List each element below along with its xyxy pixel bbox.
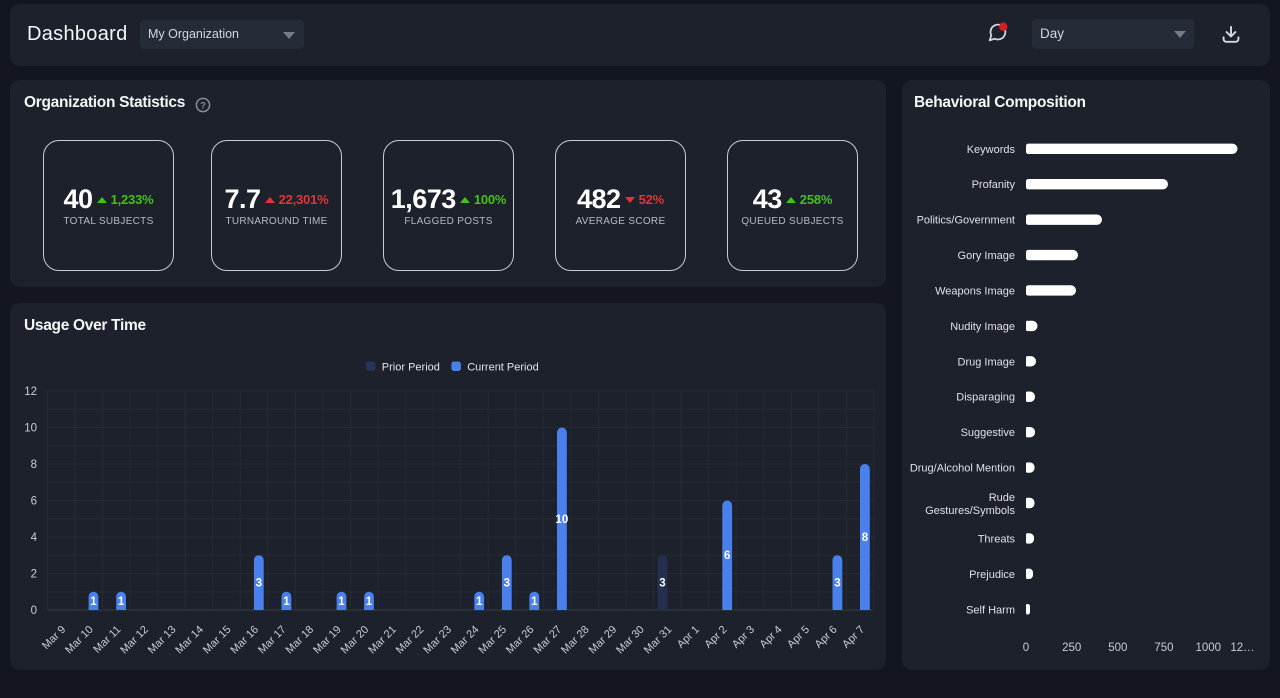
svg-text:Threats: Threats xyxy=(978,533,1016,545)
svg-text:Mar 12: Mar 12 xyxy=(118,624,151,657)
svg-text:Prior Period: Prior Period xyxy=(382,362,440,374)
svg-text:Mar 27: Mar 27 xyxy=(532,624,565,657)
svg-text:1: 1 xyxy=(90,596,97,608)
svg-text:12: 12 xyxy=(24,386,37,398)
svg-text:Mar 15: Mar 15 xyxy=(201,624,234,657)
svg-text:Current Period: Current Period xyxy=(467,362,539,374)
svg-text:Keywords: Keywords xyxy=(967,144,1016,156)
svg-text:Mar 20: Mar 20 xyxy=(339,624,372,657)
svg-text:Apr 3: Apr 3 xyxy=(730,624,757,651)
svg-text:3: 3 xyxy=(659,578,665,590)
svg-text:Mar 21: Mar 21 xyxy=(366,624,399,657)
svg-text:Mar 25: Mar 25 xyxy=(476,624,509,657)
svg-text:Apr 4: Apr 4 xyxy=(758,624,785,651)
svg-text:Mar 10: Mar 10 xyxy=(63,624,96,657)
svg-text:Mar 23: Mar 23 xyxy=(421,624,454,657)
svg-text:3: 3 xyxy=(834,578,840,590)
svg-text:Mar 19: Mar 19 xyxy=(311,624,344,657)
svg-text:Gestures/Symbols: Gestures/Symbols xyxy=(925,505,1015,517)
svg-text:750: 750 xyxy=(1154,642,1173,654)
svg-text:Gory Image: Gory Image xyxy=(958,250,1015,262)
svg-text:Mar 31: Mar 31 xyxy=(642,624,675,657)
svg-text:Prejudice: Prejudice xyxy=(969,569,1015,581)
svg-text:Drug Image: Drug Image xyxy=(958,356,1015,368)
svg-text:Politics/Government: Politics/Government xyxy=(917,215,1015,227)
svg-text:2: 2 xyxy=(31,569,37,581)
svg-text:6: 6 xyxy=(31,496,37,508)
svg-text:Mar 11: Mar 11 xyxy=(91,624,123,656)
svg-text:8: 8 xyxy=(862,532,869,544)
svg-text:Mar 30: Mar 30 xyxy=(614,624,647,657)
svg-text:Apr 7: Apr 7 xyxy=(840,624,867,651)
svg-text:Mar 22: Mar 22 xyxy=(394,624,427,657)
svg-text:Mar 14: Mar 14 xyxy=(173,624,206,657)
svg-text:Mar 16: Mar 16 xyxy=(228,624,261,657)
svg-text:Mar 24: Mar 24 xyxy=(449,624,482,657)
svg-text:1000: 1000 xyxy=(1196,642,1222,654)
svg-text:Drug/Alcohol Mention: Drug/Alcohol Mention xyxy=(910,463,1015,475)
svg-text:Weapons Image: Weapons Image xyxy=(935,286,1015,298)
svg-text:?: ? xyxy=(200,100,206,111)
svg-text:1: 1 xyxy=(283,596,290,608)
svg-text:1: 1 xyxy=(476,596,483,608)
svg-text:250: 250 xyxy=(1062,642,1081,654)
svg-text:Mar 18: Mar 18 xyxy=(284,624,317,657)
svg-text:Mar 28: Mar 28 xyxy=(559,624,592,657)
svg-text:0: 0 xyxy=(31,605,37,617)
svg-text:1: 1 xyxy=(366,596,373,608)
svg-text:Mar 17: Mar 17 xyxy=(256,624,289,657)
svg-text:4: 4 xyxy=(31,532,38,544)
svg-text:1: 1 xyxy=(531,596,538,608)
svg-text:Mar 26: Mar 26 xyxy=(504,624,537,657)
svg-text:8: 8 xyxy=(31,459,37,471)
svg-text:Disparaging: Disparaging xyxy=(956,392,1015,404)
svg-text:Self Harm: Self Harm xyxy=(966,604,1015,616)
svg-text:Rude: Rude xyxy=(989,492,1015,504)
svg-text:10: 10 xyxy=(24,423,37,435)
svg-text:Mar 13: Mar 13 xyxy=(146,624,179,657)
svg-text:1: 1 xyxy=(118,596,125,608)
svg-text:Apr 1: Apr 1 xyxy=(675,624,702,651)
svg-text:Apr 6: Apr 6 xyxy=(813,624,840,651)
svg-text:6: 6 xyxy=(724,550,730,562)
svg-text:Profanity: Profanity xyxy=(972,179,1016,191)
svg-text:1: 1 xyxy=(338,596,345,608)
svg-text:Apr 2: Apr 2 xyxy=(702,624,729,651)
svg-text:10: 10 xyxy=(556,514,569,526)
svg-text:Mar 29: Mar 29 xyxy=(587,624,620,657)
svg-text:Apr 5: Apr 5 xyxy=(785,624,812,651)
svg-text:Nudity Image: Nudity Image xyxy=(950,321,1015,333)
svg-text:0: 0 xyxy=(1023,642,1029,654)
svg-text:3: 3 xyxy=(256,578,262,590)
svg-text:3: 3 xyxy=(504,578,510,590)
svg-text:12…: 12… xyxy=(1230,642,1254,654)
svg-text:Suggestive: Suggestive xyxy=(961,427,1015,439)
svg-text:500: 500 xyxy=(1108,642,1127,654)
